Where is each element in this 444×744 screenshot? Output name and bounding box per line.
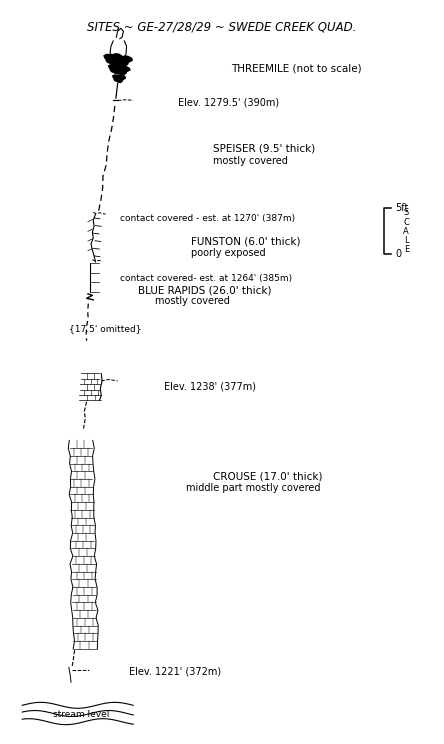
Polygon shape (115, 66, 130, 74)
Polygon shape (104, 54, 123, 65)
Text: E: E (404, 246, 409, 254)
Polygon shape (109, 64, 124, 74)
Text: SITES ~ GE-27/28/29 ~ SWEDE CREEK QUAD.: SITES ~ GE-27/28/29 ~ SWEDE CREEK QUAD. (87, 21, 357, 33)
Text: 0: 0 (395, 249, 401, 260)
Text: Elev. 1238' (377m): Elev. 1238' (377m) (164, 382, 256, 392)
Text: poorly exposed: poorly exposed (191, 248, 266, 258)
Text: A: A (404, 227, 409, 236)
Text: SPEISER (9.5' thick): SPEISER (9.5' thick) (213, 144, 315, 154)
Text: 5ft: 5ft (395, 203, 408, 214)
Text: S: S (404, 208, 409, 217)
Text: L: L (404, 236, 408, 245)
Text: THREEMILE (not to scale): THREEMILE (not to scale) (231, 63, 361, 74)
Text: Elev. 1221' (372m): Elev. 1221' (372m) (129, 666, 221, 676)
Text: contact covered- est. at 1264' (385m): contact covered- est. at 1264' (385m) (120, 274, 292, 283)
Text: C: C (403, 218, 409, 227)
Polygon shape (115, 56, 132, 65)
Text: FUNSTON (6.0' thick): FUNSTON (6.0' thick) (191, 236, 301, 246)
Text: contact covered - est. at 1270' (387m): contact covered - est. at 1270' (387m) (120, 214, 295, 223)
Text: {17.5' omitted}: {17.5' omitted} (69, 324, 141, 333)
Text: mostly covered: mostly covered (155, 296, 230, 307)
Text: BLUE RAPIDS (26.0' thick): BLUE RAPIDS (26.0' thick) (138, 285, 271, 295)
Polygon shape (113, 74, 125, 83)
Text: mostly covered: mostly covered (213, 155, 288, 166)
Text: CROUSE (17.0' thick): CROUSE (17.0' thick) (213, 471, 323, 481)
Text: Elev. 1279.5' (390m): Elev. 1279.5' (390m) (178, 97, 279, 108)
Text: stream level: stream level (53, 710, 110, 719)
Text: middle part mostly covered: middle part mostly covered (186, 483, 321, 493)
